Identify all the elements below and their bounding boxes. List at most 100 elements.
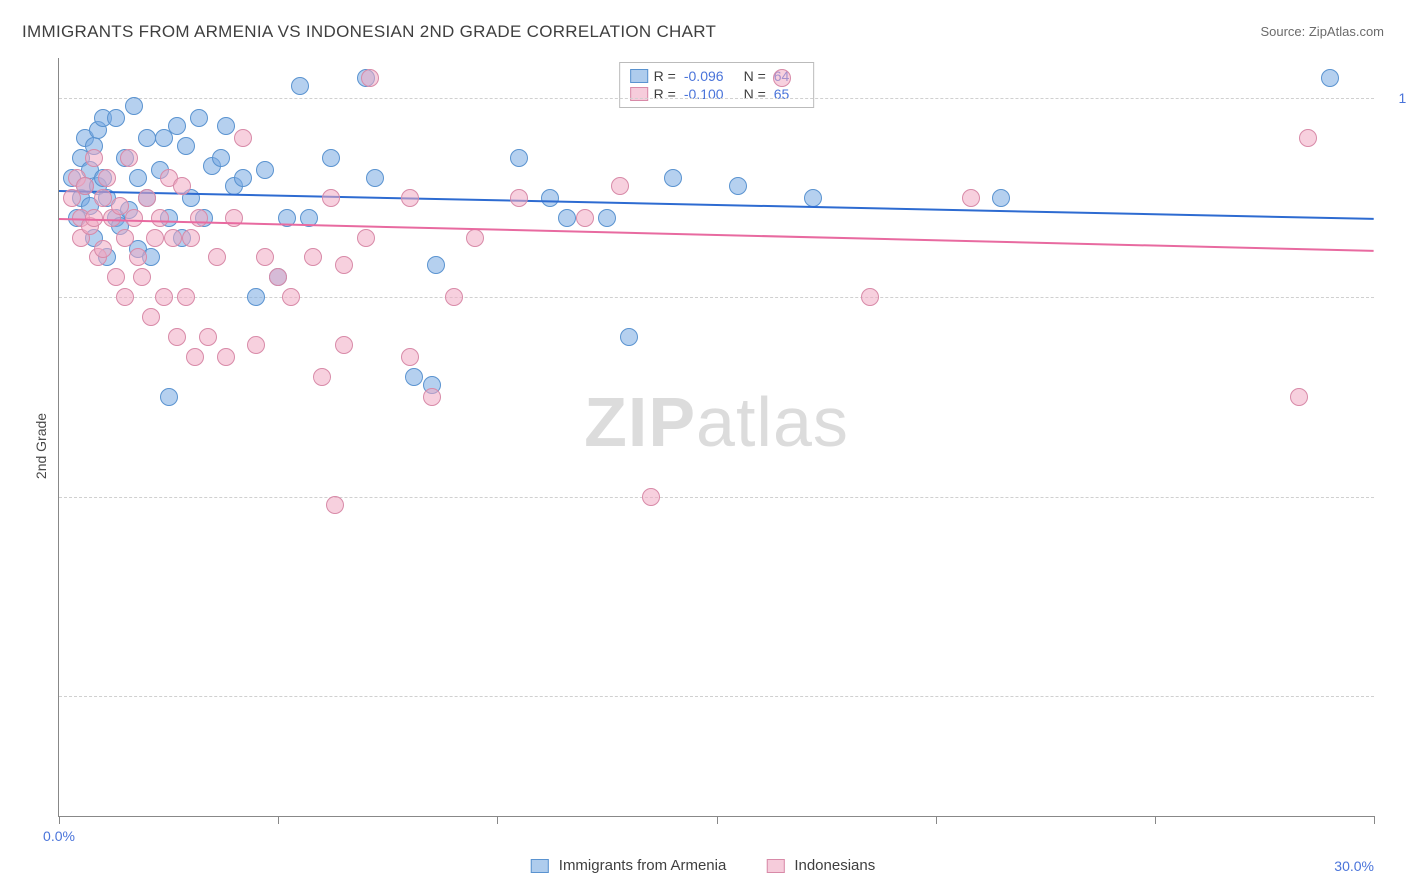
scatter-point: [173, 177, 191, 195]
scatter-point: [125, 97, 143, 115]
scatter-point: [212, 149, 230, 167]
scatter-point: [94, 240, 112, 258]
scatter-point: [1299, 129, 1317, 147]
scatter-point: [541, 189, 559, 207]
scatter-point: [1321, 69, 1339, 87]
source-label: Source: ZipAtlas.com: [1260, 24, 1384, 39]
scatter-point: [962, 189, 980, 207]
legend-row-indonesians: R = -0.100 N = 65: [630, 85, 804, 103]
scatter-point: [125, 209, 143, 227]
chart-title: IMMIGRANTS FROM ARMENIA VS INDONESIAN 2N…: [22, 22, 716, 42]
scatter-point: [291, 77, 309, 95]
scatter-point: [804, 189, 822, 207]
scatter-point: [322, 189, 340, 207]
scatter-point: [773, 69, 791, 87]
r-value: -0.096: [684, 68, 724, 84]
scatter-point: [466, 229, 484, 247]
r-label: R =: [654, 86, 676, 102]
x-tick: [717, 816, 718, 824]
scatter-point: [335, 256, 353, 274]
scatter-point: [199, 328, 217, 346]
swatch-icon: [630, 69, 648, 83]
scatter-point: [155, 288, 173, 306]
scatter-point: [160, 388, 178, 406]
y-axis-label: 2nd Grade: [33, 413, 49, 479]
scatter-point: [129, 248, 147, 266]
n-label: N =: [744, 86, 766, 102]
y-tick-label: 95.0%: [1386, 289, 1406, 305]
scatter-point: [177, 288, 195, 306]
scatter-point: [133, 268, 151, 286]
scatter-point: [190, 209, 208, 227]
scatter-point: [116, 288, 134, 306]
scatter-point: [168, 117, 186, 135]
scatter-point: [208, 248, 226, 266]
scatter-point: [598, 209, 616, 227]
scatter-point: [151, 209, 169, 227]
r-label: R =: [654, 68, 676, 84]
x-tick: [59, 816, 60, 824]
scatter-point: [992, 189, 1010, 207]
scatter-point: [335, 336, 353, 354]
scatter-point: [405, 368, 423, 386]
swatch-icon: [766, 859, 784, 873]
y-tick-label: 90.0%: [1386, 489, 1406, 505]
scatter-point: [94, 189, 112, 207]
scatter-point: [558, 209, 576, 227]
gridline: [59, 98, 1374, 99]
scatter-point: [186, 348, 204, 366]
scatter-point: [98, 169, 116, 187]
scatter-point: [116, 229, 134, 247]
scatter-point: [256, 161, 274, 179]
x-axis-min-label: 0.0%: [43, 828, 75, 844]
scatter-point: [361, 69, 379, 87]
chart-plot-area: ZIPatlas R = -0.096 N = 64 R = -0.100 N …: [58, 58, 1374, 817]
scatter-point: [107, 109, 125, 127]
swatch-icon: [531, 859, 549, 873]
scatter-point: [611, 177, 629, 195]
x-axis-max-label: 30.0%: [1334, 858, 1374, 874]
scatter-point: [217, 348, 235, 366]
swatch-icon: [630, 87, 648, 101]
scatter-point: [576, 209, 594, 227]
scatter-point: [861, 288, 879, 306]
gridline: [59, 497, 1374, 498]
scatter-point: [304, 248, 322, 266]
scatter-point: [357, 229, 375, 247]
scatter-point: [729, 177, 747, 195]
scatter-point: [445, 288, 463, 306]
scatter-point: [664, 169, 682, 187]
scatter-point: [269, 268, 287, 286]
scatter-point: [322, 149, 340, 167]
scatter-point: [177, 137, 195, 155]
series-legend: Immigrants from Armenia Indonesians: [531, 857, 875, 874]
x-tick: [1155, 816, 1156, 824]
scatter-point: [401, 189, 419, 207]
scatter-point: [138, 129, 156, 147]
scatter-point: [138, 189, 156, 207]
scatter-point: [168, 328, 186, 346]
x-tick: [278, 816, 279, 824]
x-tick: [936, 816, 937, 824]
x-tick: [497, 816, 498, 824]
r-value: -0.100: [684, 86, 724, 102]
trend-line: [59, 190, 1374, 220]
scatter-point: [313, 368, 331, 386]
scatter-point: [85, 149, 103, 167]
scatter-point: [401, 348, 419, 366]
watermark-atlas: atlas: [696, 383, 849, 461]
scatter-point: [217, 117, 235, 135]
chart-container: IMMIGRANTS FROM ARMENIA VS INDONESIAN 2N…: [0, 0, 1406, 892]
n-value: 65: [774, 86, 790, 102]
scatter-point: [510, 149, 528, 167]
scatter-point: [256, 248, 274, 266]
scatter-point: [427, 256, 445, 274]
y-tick-label: 85.0%: [1386, 688, 1406, 704]
trend-line: [59, 218, 1374, 252]
scatter-point: [247, 288, 265, 306]
scatter-point: [120, 149, 138, 167]
n-label: N =: [744, 68, 766, 84]
scatter-point: [234, 129, 252, 147]
scatter-point: [366, 169, 384, 187]
legend-label-armenia: Immigrants from Armenia: [559, 857, 727, 874]
